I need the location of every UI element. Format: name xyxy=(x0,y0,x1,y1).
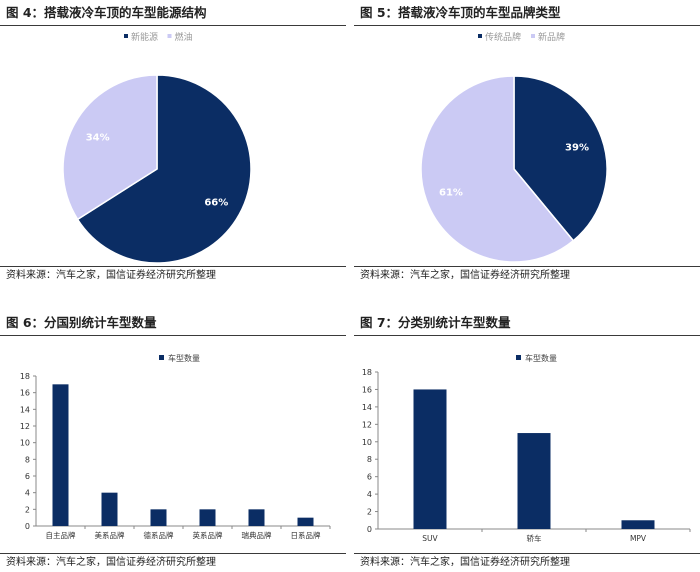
x-tick-label-轿车: 轿车 xyxy=(527,533,542,543)
category-bar-chart: 车型数量 0 2 4 6 8 10 12 14 16 18 SUV 轿车 MPV xyxy=(362,353,691,543)
legend-label-0-0: 新能源 xyxy=(131,31,158,43)
bar-德系品牌 xyxy=(150,509,167,526)
y-tick-label-2-9: 18 xyxy=(20,372,30,381)
bar-瑞典品牌 xyxy=(248,509,265,526)
pie-label-传统品牌: 39% xyxy=(565,142,589,153)
y-tick-label-3-9: 18 xyxy=(362,368,372,377)
x-tick-label-瑞典品牌: 瑞典品牌 xyxy=(242,530,272,540)
pie-label-新能源: 66% xyxy=(204,198,228,209)
y-tick-label-3-5: 10 xyxy=(362,438,372,447)
y-tick-label-3-1: 2 xyxy=(367,508,372,517)
x-tick-label-德系品牌: 德系品牌 xyxy=(144,530,174,540)
country-bar-chart: 车型数量 0 2 4 6 8 10 12 14 16 18 自主品牌 美系品牌 德系品牌 英系品牌 瑞典品牌 日… xyxy=(20,353,331,540)
legend-swatch-0-1 xyxy=(167,34,172,38)
pie-slice-新品牌 xyxy=(420,75,575,263)
y-tick-label-2-0: 0 xyxy=(25,522,30,531)
y-tick-label-3-8: 16 xyxy=(362,385,372,394)
figure-7-title: 图 7：分类别统计车型数量 xyxy=(354,310,700,336)
figure-6: 图 6：分国别统计车型数量 车型数量 0 2 4 6 8 10 12 14 16 18 自主品牌 美系品… xyxy=(0,310,346,571)
y-tick-label-2-1: 2 xyxy=(25,505,30,514)
legend-swatch-3 xyxy=(516,355,521,360)
y-tick-label-2-6: 12 xyxy=(20,422,30,431)
figure-6-title: 图 6：分国别统计车型数量 xyxy=(0,310,346,336)
y-tick-label-3-3: 6 xyxy=(367,473,372,482)
figure-7: 图 7：分类别统计车型数量 车型数量 0 2 4 6 8 10 12 14 16 18 SUV 轿车 MP… xyxy=(354,310,700,571)
legend-label-1-0: 传统品牌 xyxy=(485,31,521,43)
x-tick-label-MPV: MPV xyxy=(630,534,647,543)
y-tick-label-3-6: 12 xyxy=(362,420,372,429)
figure-4-source: 资料来源：汽车之家，国信证券经济研究所整理 xyxy=(0,266,346,284)
bar-自主品牌 xyxy=(52,384,69,526)
x-tick-label-自主品牌: 自主品牌 xyxy=(46,530,76,540)
y-tick-label-2-2: 4 xyxy=(25,489,30,498)
pie-slice-新能源 xyxy=(76,74,252,264)
bar-SUV xyxy=(413,389,447,529)
figure-7-source: 资料来源：汽车之家，国信证券经济研究所整理 xyxy=(354,553,700,571)
figure-6-source: 资料来源：汽车之家，国信证券经济研究所整理 xyxy=(0,553,346,571)
y-tick-label-2-4: 8 xyxy=(25,455,30,464)
legend-label-3: 车型数量 xyxy=(525,353,557,363)
x-tick-label-美系品牌: 美系品牌 xyxy=(95,530,125,540)
pie-label-燃油: 34% xyxy=(86,132,110,143)
x-tick-label-日系品牌: 日系品牌 xyxy=(291,530,321,540)
legend-label-0-1: 燃油 xyxy=(175,31,193,43)
y-tick-label-2-5: 10 xyxy=(20,439,30,448)
energy-structure-pie-chart: 新能源 燃油 66% 34% xyxy=(62,31,252,264)
y-tick-label-2-3: 6 xyxy=(25,472,30,481)
bar-美系品牌 xyxy=(101,492,118,526)
bar-英系品牌 xyxy=(199,509,216,526)
x-tick-label-英系品牌: 英系品牌 xyxy=(193,530,223,540)
y-tick-label-3-0: 0 xyxy=(367,525,372,534)
legend-label-1-1: 新品牌 xyxy=(538,31,565,43)
figure-5-title: 图 5：搭载液冷车顶的车型品牌类型 xyxy=(354,0,700,26)
legend-label-2: 车型数量 xyxy=(168,353,200,363)
figure-5: 图 5：搭载液冷车顶的车型品牌类型 传统品牌 新品牌 39% 61% 资料来源：汽车之… xyxy=(354,0,700,284)
legend-swatch-1-1 xyxy=(531,34,535,38)
figure-4: 图 4：搭载液冷车顶的车型能源结构 新能源 燃油 66% 34% 资料来源：汽车之家，… xyxy=(0,0,346,284)
legend-swatch-2 xyxy=(159,355,164,360)
x-tick-label-SUV: SUV xyxy=(422,534,438,543)
bar-MPV xyxy=(621,520,655,529)
y-tick-label-3-4: 8 xyxy=(367,455,372,464)
y-tick-label-2-8: 16 xyxy=(20,389,30,398)
y-tick-label-3-7: 14 xyxy=(362,403,372,412)
legend-swatch-0-0 xyxy=(124,34,128,38)
pie-label-新品牌: 61% xyxy=(439,188,463,199)
legend-swatch-1-0 xyxy=(478,34,482,38)
pie-slice-燃油 xyxy=(62,74,158,221)
figure-5-source: 资料来源：汽车之家，国信证券经济研究所整理 xyxy=(354,266,700,284)
pie-slice-传统品牌 xyxy=(513,75,608,242)
bar-轿车 xyxy=(517,433,551,529)
figure-4-title: 图 4：搭载液冷车顶的车型能源结构 xyxy=(0,0,346,26)
y-tick-label-3-2: 4 xyxy=(367,490,372,499)
bar-日系品牌 xyxy=(297,517,314,526)
brand-type-pie-chart: 传统品牌 新品牌 39% 61% xyxy=(420,31,608,263)
y-tick-label-2-7: 14 xyxy=(20,405,30,414)
